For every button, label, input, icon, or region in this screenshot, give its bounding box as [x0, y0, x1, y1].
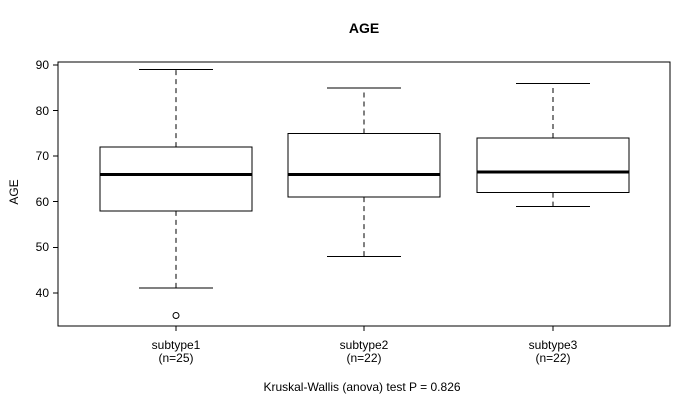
- y-tick-label: 40: [35, 285, 49, 300]
- group-name: subtype1: [151, 338, 201, 352]
- chart-title: AGE: [348, 20, 380, 36]
- y-tick-label: 70: [35, 149, 49, 164]
- iqr-box: [287, 132, 441, 198]
- group-n: (n=25): [158, 351, 194, 365]
- group-name: subtype3: [528, 338, 578, 352]
- group-label: subtype2 (n=22): [340, 339, 389, 365]
- iqr-box: [99, 146, 253, 212]
- group-label: subtype1 (n=25): [152, 339, 201, 365]
- y-tick-label: 80: [35, 103, 49, 118]
- y-tick-label: 90: [35, 58, 49, 73]
- caption-text: Kruskal-Wallis (anova) test P = 0.826: [263, 380, 461, 394]
- group-name: subtype2: [339, 338, 389, 352]
- group-n: (n=22): [346, 351, 382, 365]
- y-tick-label: 50: [35, 240, 49, 255]
- outlier-point: [172, 312, 180, 320]
- group-label: subtype3 (n=22): [529, 339, 578, 365]
- iqr-box: [476, 137, 630, 194]
- y-tick-label: 60: [35, 194, 49, 209]
- group-n: (n=22): [535, 351, 571, 365]
